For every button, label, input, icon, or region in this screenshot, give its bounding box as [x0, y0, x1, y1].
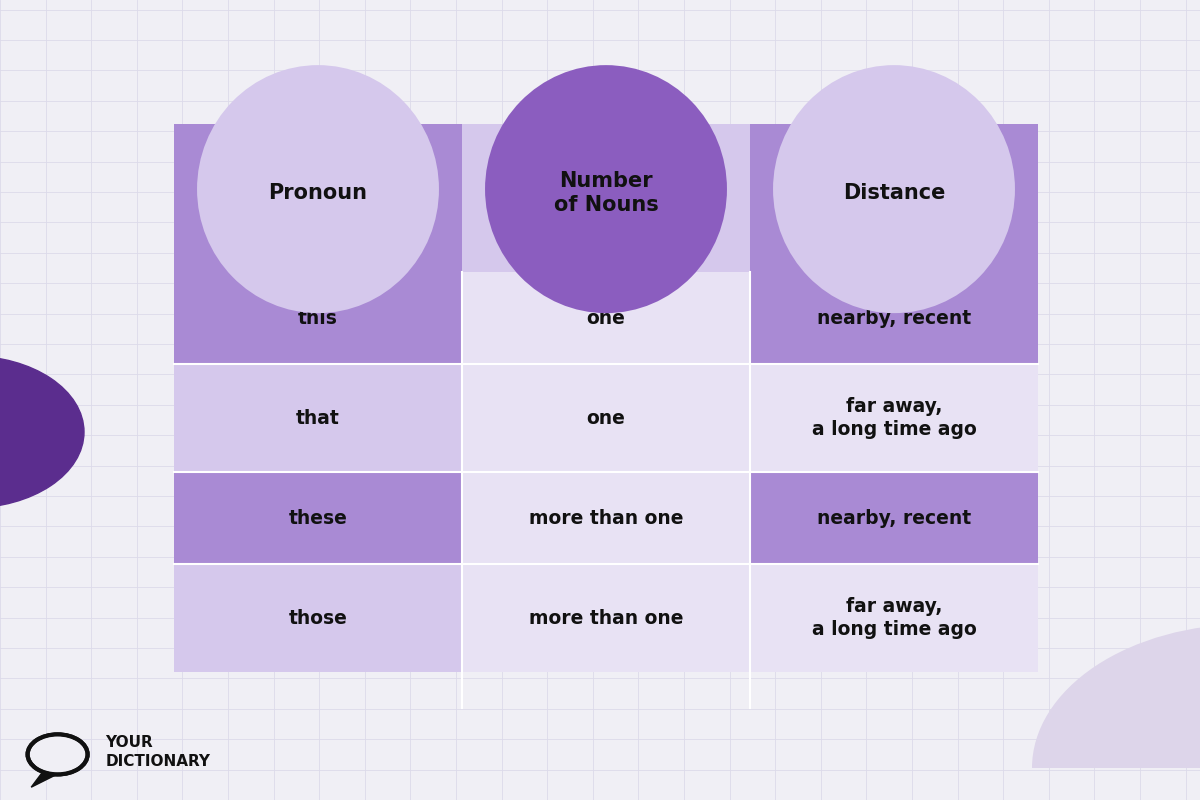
Ellipse shape	[197, 65, 439, 313]
Text: Distance: Distance	[842, 183, 946, 203]
Text: more than one: more than one	[529, 509, 683, 527]
Ellipse shape	[485, 65, 727, 313]
Text: one: one	[587, 309, 625, 327]
Bar	[462, 272, 750, 364]
Text: those: those	[288, 609, 348, 627]
Text: far away,
a long time ago: far away, a long time ago	[811, 397, 977, 439]
Bar	[750, 364, 1038, 472]
Bar	[462, 472, 750, 564]
Wedge shape	[1032, 624, 1200, 768]
Bar	[750, 124, 1038, 272]
Circle shape	[31, 737, 84, 772]
Circle shape	[0, 356, 84, 508]
Text: one: one	[587, 409, 625, 427]
Text: YOUR
DICTIONARY: YOUR DICTIONARY	[106, 734, 211, 770]
Ellipse shape	[773, 65, 1015, 313]
Text: nearby, recent: nearby, recent	[817, 509, 971, 527]
Text: Number
of Nouns: Number of Nouns	[553, 171, 659, 215]
Text: nearby, recent: nearby, recent	[817, 309, 971, 327]
Text: far away,
a long time ago: far away, a long time ago	[811, 597, 977, 639]
Bar	[174, 564, 462, 672]
Text: that: that	[296, 409, 340, 427]
Text: Pronoun: Pronoun	[269, 183, 367, 203]
Bar	[462, 124, 750, 272]
Bar	[750, 564, 1038, 672]
Bar	[462, 564, 750, 672]
Text: more than one: more than one	[529, 609, 683, 627]
Bar	[174, 272, 462, 364]
Bar	[750, 272, 1038, 364]
Bar	[462, 364, 750, 472]
Bar	[174, 364, 462, 472]
Bar	[174, 124, 462, 272]
Text: these: these	[288, 509, 348, 527]
Bar	[750, 472, 1038, 564]
Polygon shape	[31, 771, 60, 787]
Bar	[174, 472, 462, 564]
Text: this: this	[298, 309, 338, 327]
